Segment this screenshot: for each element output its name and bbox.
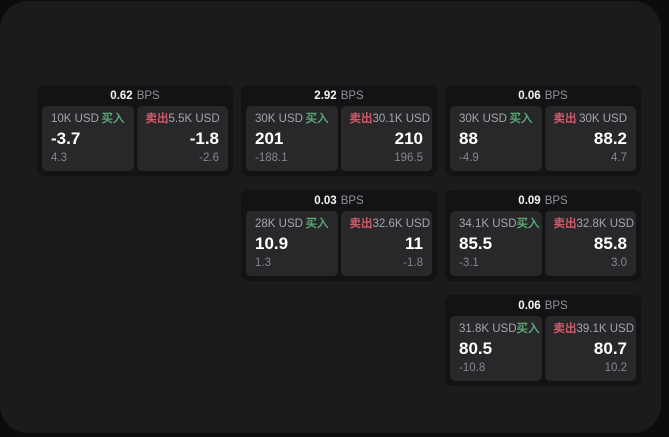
- sell-panel[interactable]: 卖出 30K USD 88.2 4.7: [544, 106, 636, 171]
- buy-sub-value: -3.1: [459, 257, 479, 269]
- bps-unit-label: BPS: [136, 89, 160, 102]
- buy-panel[interactable]: 28K USD 买入 10.9 1.3: [246, 211, 338, 276]
- bps-value: 2.92: [314, 89, 337, 102]
- buy-amount: 30K USD: [459, 113, 507, 125]
- quote-card: 0.06 BPS 30K USD 买入 88 -4.9 卖出 30K USD: [445, 85, 641, 176]
- bps-unit-label: BPS: [340, 89, 364, 102]
- sell-price: 210: [394, 129, 423, 148]
- sell-price: 11: [405, 234, 423, 253]
- sell-panel[interactable]: 卖出 32.6K USD 11 -1.8: [340, 211, 432, 276]
- sell-price: 85.8: [593, 234, 627, 253]
- buy-panel[interactable]: 30K USD 买入 88 -4.9: [450, 106, 542, 171]
- sell-sub-value: 4.7: [611, 152, 627, 164]
- buy-price: -3.7: [51, 129, 81, 148]
- card-body: 30K USD 买入 201 -188.1 卖出 30.1K USD 210 1…: [241, 106, 437, 176]
- card-header: 2.92 BPS: [241, 85, 437, 106]
- sell-amount: 32.6K USD: [372, 218, 431, 230]
- app-window: 0.62 BPS 10K USD 买入 -3.7 4.3 卖出 5.5K USD: [0, 1, 661, 433]
- quote-card: 0.06 BPS 31.8K USD 买入 80.5 -10.8 卖出 39.1…: [445, 295, 641, 386]
- sell-badge: 卖出: [553, 113, 577, 125]
- bps-unit-label: BPS: [544, 89, 568, 102]
- sell-panel[interactable]: 卖出 39.1K USD 80.7 10.2: [544, 316, 636, 381]
- sell-sub-value: 196.5: [394, 152, 423, 164]
- card-body: 10K USD 买入 -3.7 4.3 卖出 5.5K USD -1.8 -2.…: [37, 106, 233, 176]
- card-header: 0.03 BPS: [241, 190, 437, 211]
- bps-value: 0.06: [518, 89, 541, 102]
- buy-panel[interactable]: 30K USD 买入 201 -188.1: [246, 106, 338, 171]
- buy-sub-value: -4.9: [459, 152, 479, 164]
- sell-amount: 32.8K USD: [576, 218, 635, 230]
- sell-sub-value: -1.8: [403, 257, 423, 269]
- bps-value: 0.62: [110, 89, 133, 102]
- buy-amount: 34.1K USD: [459, 218, 517, 230]
- buy-amount: 31.8K USD: [459, 323, 517, 335]
- sell-badge: 卖出: [349, 218, 373, 230]
- card-header: 0.09 BPS: [445, 190, 641, 211]
- quote-card: 0.03 BPS 28K USD 买入 10.9 1.3 卖出 32.6K US…: [241, 190, 437, 281]
- sell-amount: 30.1K USD: [372, 113, 431, 125]
- sell-panel[interactable]: 卖出 5.5K USD -1.8 -2.6: [136, 106, 228, 171]
- buy-panel[interactable]: 31.8K USD 买入 80.5 -10.8: [450, 316, 542, 381]
- buy-sub-value: 4.3: [51, 152, 67, 164]
- buy-panel[interactable]: 34.1K USD 买入 85.5 -3.1: [450, 211, 542, 276]
- buy-price: 85.5: [459, 234, 493, 253]
- card-header: 0.06 BPS: [445, 295, 641, 316]
- sell-price: 88.2: [593, 129, 627, 148]
- sell-badge: 卖出: [145, 113, 169, 125]
- buy-sub-value: -10.8: [459, 362, 486, 374]
- sell-price: -1.8: [189, 129, 219, 148]
- buy-sub-value: 1.3: [255, 257, 271, 269]
- sell-amount: 30K USD: [579, 113, 627, 125]
- sell-badge: 卖出: [349, 113, 373, 125]
- quote-card-grid: 0.62 BPS 10K USD 买入 -3.7 4.3 卖出 5.5K USD: [37, 85, 641, 386]
- sell-badge: 卖出: [553, 218, 577, 230]
- bps-unit-label: BPS: [544, 299, 568, 312]
- sell-amount: 5.5K USD: [168, 113, 220, 125]
- buy-amount: 30K USD: [255, 113, 303, 125]
- bps-value: 0.09: [518, 194, 541, 207]
- buy-badge: 买入: [101, 113, 125, 125]
- buy-panel[interactable]: 10K USD 买入 -3.7 4.3: [42, 106, 134, 171]
- bps-unit-label: BPS: [544, 194, 568, 207]
- bps-value: 0.03: [314, 194, 337, 207]
- quote-card: 0.62 BPS 10K USD 买入 -3.7 4.3 卖出 5.5K USD: [37, 85, 233, 176]
- sell-panel[interactable]: 卖出 32.8K USD 85.8 3.0: [544, 211, 636, 276]
- sell-amount: 39.1K USD: [576, 323, 635, 335]
- sell-sub-value: 10.2: [604, 362, 627, 374]
- buy-price: 10.9: [255, 234, 289, 253]
- bps-value: 0.06: [518, 299, 541, 312]
- sell-price: 80.7: [593, 339, 627, 358]
- buy-sub-value: -188.1: [255, 152, 288, 164]
- buy-amount: 10K USD: [51, 113, 99, 125]
- buy-price: 80.5: [459, 339, 493, 358]
- buy-badge: 买入: [305, 218, 329, 230]
- buy-price: 88: [459, 129, 478, 148]
- card-body: 34.1K USD 买入 85.5 -3.1 卖出 32.8K USD 85.8…: [445, 211, 641, 281]
- card-header: 0.06 BPS: [445, 85, 641, 106]
- buy-price: 201: [255, 129, 284, 148]
- sell-sub-value: -2.6: [199, 152, 219, 164]
- quote-card: 2.92 BPS 30K USD 买入 201 -188.1 卖出 30.1K …: [241, 85, 437, 176]
- card-header: 0.62 BPS: [37, 85, 233, 106]
- card-body: 30K USD 买入 88 -4.9 卖出 30K USD 88.2 4.7: [445, 106, 641, 176]
- buy-badge: 买入: [305, 113, 329, 125]
- sell-sub-value: 3.0: [611, 257, 627, 269]
- buy-badge: 买入: [516, 218, 540, 230]
- buy-amount: 28K USD: [255, 218, 303, 230]
- sell-badge: 卖出: [553, 323, 577, 335]
- bps-unit-label: BPS: [340, 194, 364, 207]
- card-body: 28K USD 买入 10.9 1.3 卖出 32.6K USD 11 -1.8: [241, 211, 437, 281]
- card-body: 31.8K USD 买入 80.5 -10.8 卖出 39.1K USD 80.…: [445, 316, 641, 386]
- sell-panel[interactable]: 卖出 30.1K USD 210 196.5: [340, 106, 432, 171]
- quote-card: 0.09 BPS 34.1K USD 买入 85.5 -3.1 卖出 32.8K…: [445, 190, 641, 281]
- buy-badge: 买入: [509, 113, 533, 125]
- buy-badge: 买入: [516, 323, 540, 335]
